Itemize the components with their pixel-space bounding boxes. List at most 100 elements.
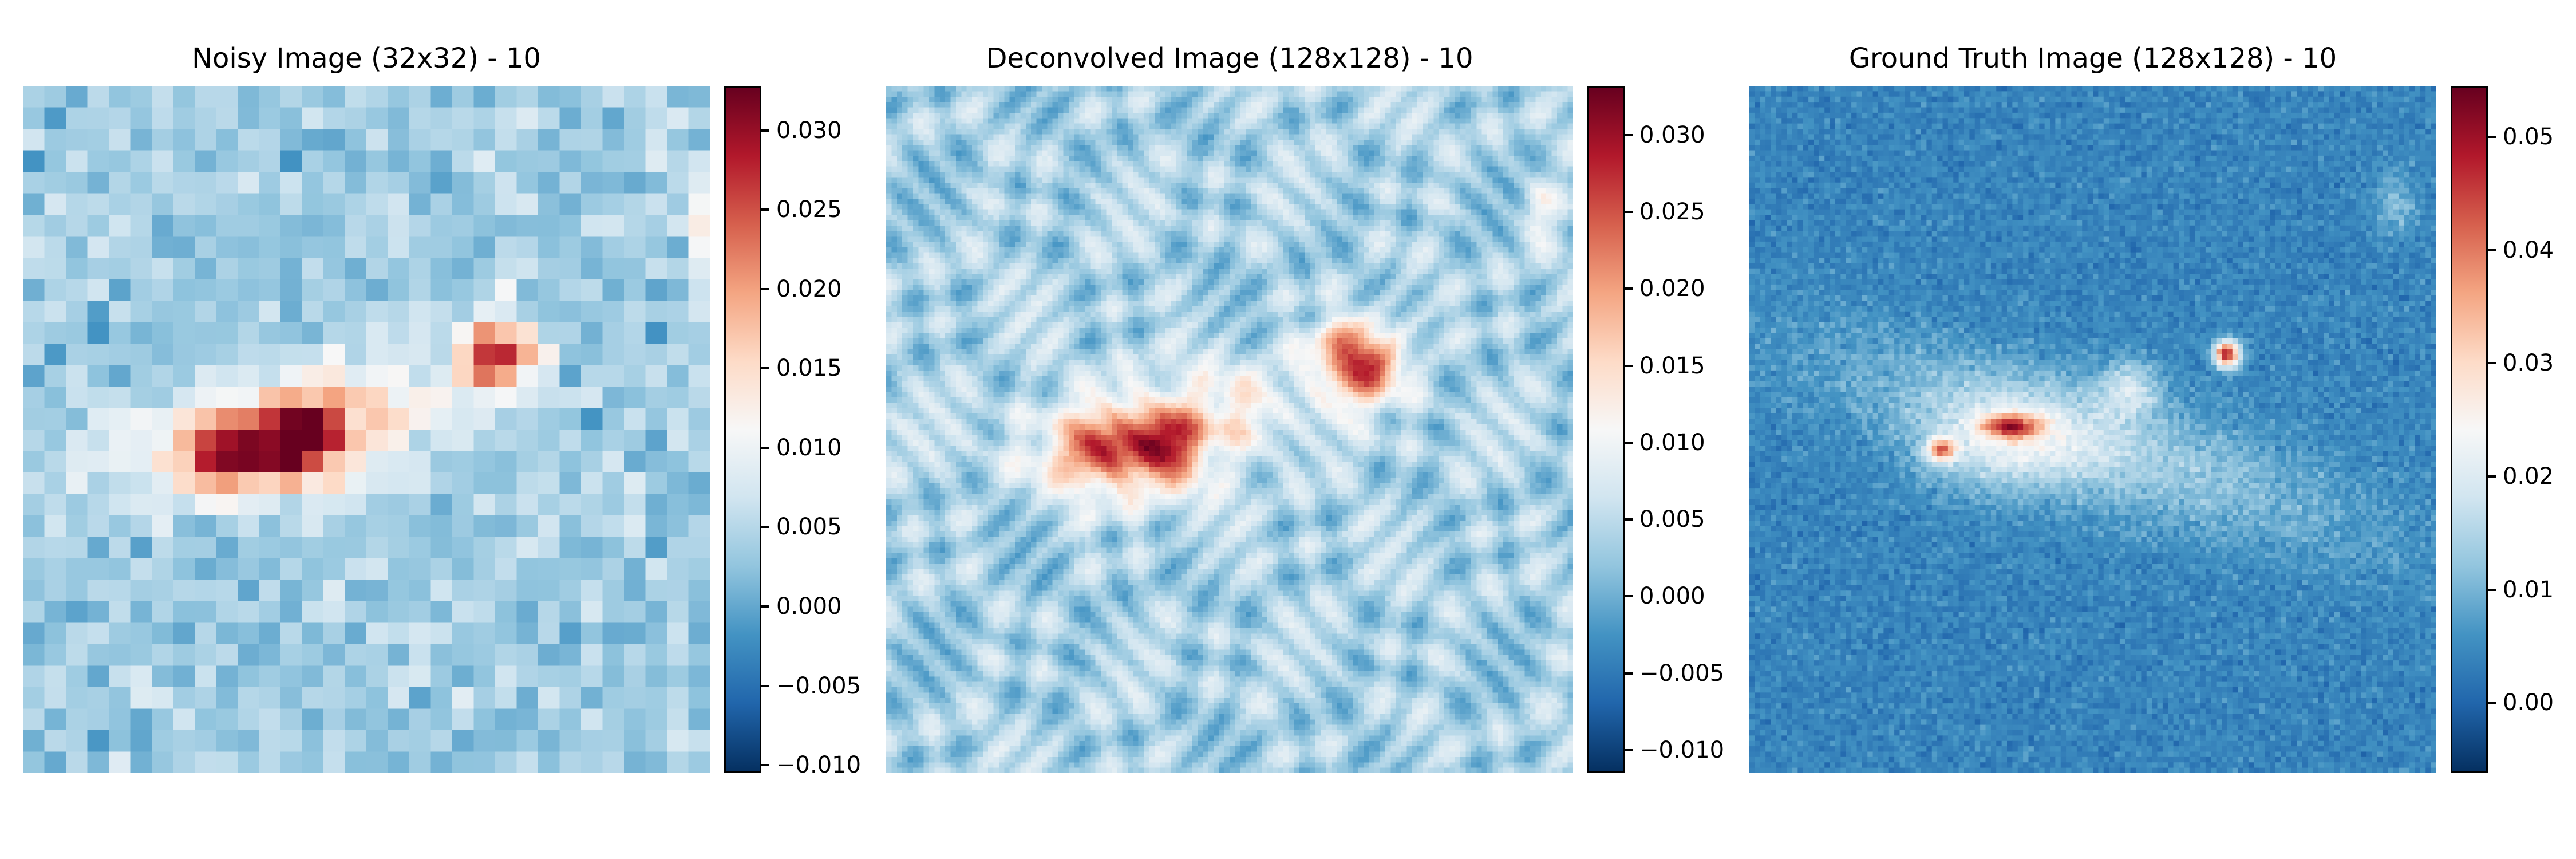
- heatmap-cell: [1176, 209, 1182, 215]
- heatmap-cell: [1385, 112, 1391, 119]
- heatmap-cell: [345, 387, 367, 409]
- heatmap-cell: [1487, 241, 1493, 247]
- heatmap-cell: [1235, 247, 1241, 253]
- heatmap-cell: [1524, 241, 1531, 247]
- heatmap-cell: [886, 123, 892, 129]
- heatmap-cell: [1433, 134, 1440, 140]
- heatmap-cell: [1047, 86, 1053, 92]
- heatmap-cell: [1492, 139, 1499, 145]
- heatmap-cell: [1192, 161, 1198, 167]
- heatmap-cell: [1514, 96, 1520, 103]
- heatmap-cell: [495, 129, 517, 151]
- heatmap-cell: [1471, 155, 1477, 161]
- heatmap-cell: [109, 665, 131, 688]
- heatmap-cell: [1262, 209, 1268, 215]
- heatmap-cell: [1074, 161, 1080, 167]
- heatmap-cell: [280, 751, 303, 773]
- heatmap-cell: [1342, 193, 1348, 199]
- heatmap-cell: [1278, 155, 1284, 161]
- heatmap-cell: [1154, 193, 1160, 199]
- heatmap-cell: [602, 193, 625, 215]
- heatmap-cell: [1358, 166, 1364, 172]
- heatmap-cell: [891, 204, 898, 210]
- heatmap-cell: [1294, 188, 1300, 194]
- heatmap-cell: [1224, 215, 1230, 220]
- heatmap-cell: [1315, 129, 1321, 135]
- heatmap-cell: [1240, 236, 1246, 242]
- heatmap-cell: [1154, 102, 1160, 108]
- heatmap-cell: [1176, 118, 1182, 124]
- heatmap-cell: [1181, 102, 1187, 108]
- heatmap-cell: [1481, 96, 1488, 103]
- heatmap-cell: [1283, 204, 1289, 210]
- heatmap-cell: [1219, 91, 1225, 97]
- heatmap-cell: [988, 91, 994, 97]
- heatmap-cell: [918, 204, 924, 210]
- heatmap-cell: [1020, 150, 1026, 156]
- heatmap-cell: [581, 215, 603, 237]
- heatmap-cell: [1176, 172, 1182, 178]
- heatmap-cell: [1342, 231, 1348, 237]
- heatmap-cell: [1348, 129, 1354, 135]
- heatmap-cell: [1090, 155, 1096, 161]
- heatmap-cell: [1084, 155, 1091, 161]
- heatmap-cell: [1090, 225, 1096, 231]
- heatmap-cell: [409, 215, 432, 237]
- heatmap-cell: [961, 134, 967, 140]
- heatmap-cell: [1535, 193, 1542, 199]
- heatmap-cell: [323, 515, 346, 538]
- heatmap-cell: [896, 86, 903, 92]
- heatmap-cell: [1428, 107, 1434, 113]
- heatmap-cell: [195, 172, 217, 194]
- heatmap-cell: [1101, 215, 1107, 220]
- heatmap-cell: [1423, 182, 1429, 188]
- heatmap-cell: [1433, 112, 1440, 119]
- heatmap-cell: [1090, 198, 1096, 204]
- heatmap-cell: [1208, 145, 1214, 151]
- heatmap-cell: [1540, 204, 1547, 210]
- heatmap-cell: [195, 558, 217, 581]
- heatmap-cell: [1406, 166, 1413, 172]
- heatmap-cell: [1321, 172, 1327, 178]
- heatmap-cell: [1133, 96, 1139, 103]
- heatmap-cell: [1052, 107, 1058, 113]
- heatmap-cell: [966, 204, 973, 210]
- heatmap-cell: [1481, 155, 1488, 161]
- heatmap-cell: [1251, 155, 1257, 161]
- heatmap-cell: [1095, 123, 1101, 129]
- heatmap-cell: [1401, 145, 1407, 151]
- heatmap-cell: [323, 644, 346, 667]
- heatmap-cell: [1068, 215, 1074, 220]
- heatmap-cell: [1036, 177, 1042, 183]
- heatmap-cell: [945, 91, 951, 97]
- heatmap-cell: [1514, 102, 1520, 108]
- heatmap-cell: [1439, 177, 1445, 183]
- heatmap-cell: [280, 515, 303, 538]
- heatmap-cell: [1417, 236, 1424, 242]
- heatmap-cell: [1348, 236, 1354, 242]
- heatmap-cell: [939, 123, 946, 129]
- heatmap-cell: [923, 123, 930, 129]
- heatmap-cell: [1524, 231, 1531, 237]
- heatmap-cell: [918, 209, 924, 215]
- heatmap-cell: [934, 96, 941, 103]
- heatmap-cell: [1020, 155, 1026, 161]
- heatmap-cell: [1106, 123, 1112, 129]
- heatmap-cell: [1305, 198, 1311, 204]
- heatmap-cell: [409, 472, 432, 495]
- heatmap-cell: [602, 258, 625, 280]
- heatmap-cell: [388, 644, 410, 667]
- heatmap-cell: [1433, 215, 1440, 220]
- heatmap-cell: [1154, 107, 1160, 113]
- heatmap-cell: [966, 102, 973, 108]
- heatmap-cell: [1380, 198, 1386, 204]
- heatmap-cell: [988, 161, 994, 167]
- heatmap-cell: [345, 687, 367, 710]
- heatmap-cell: [323, 236, 346, 258]
- heatmap-cell: [1433, 107, 1440, 113]
- heatmap-cell: [1487, 209, 1493, 215]
- heatmap-cell: [1556, 161, 1563, 167]
- heatmap-cell: [1203, 247, 1209, 253]
- heatmap-cell: [1246, 231, 1252, 237]
- heatmap-cell: [44, 408, 66, 430]
